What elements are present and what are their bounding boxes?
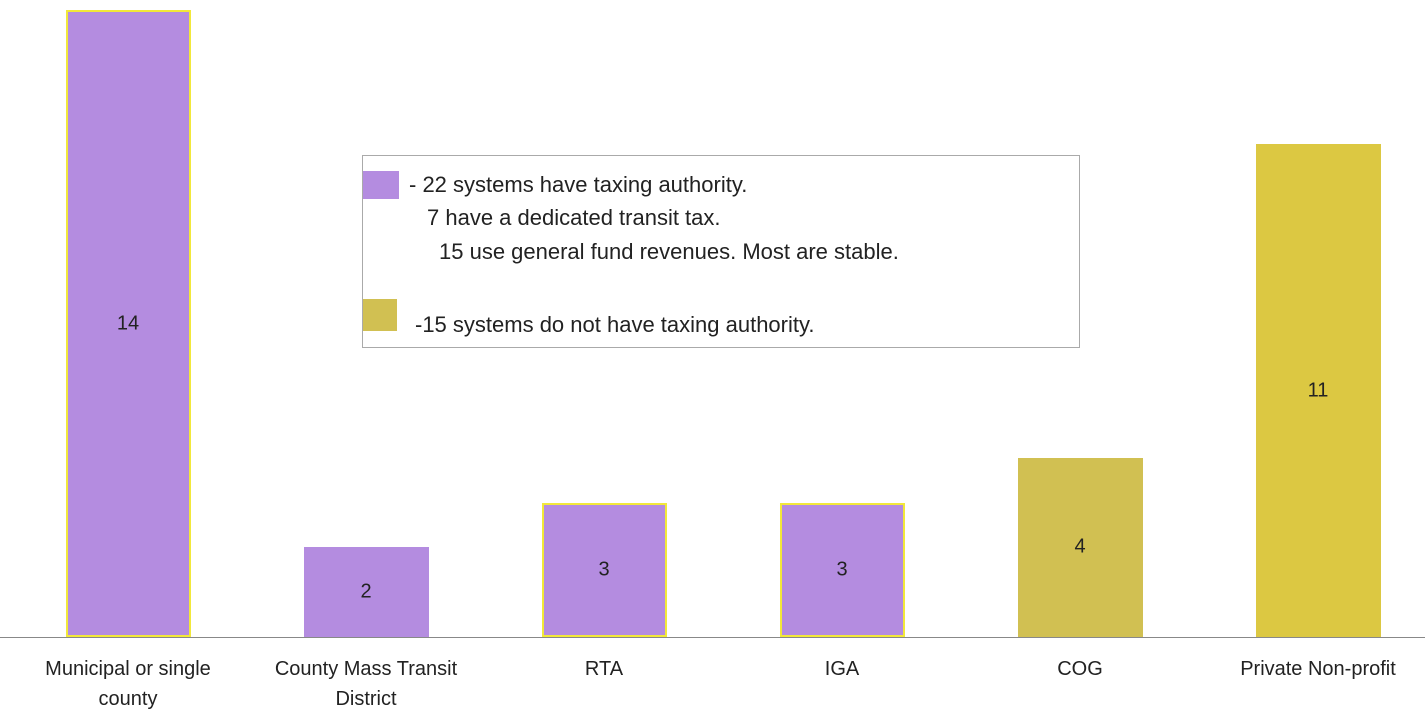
legend-label: 15 use general fund revenues. Most are s… [439, 239, 899, 264]
x-tick-label: COG [1057, 658, 1103, 680]
bar [1255, 144, 1381, 637]
x-tick-label: Municipal or single county [45, 658, 211, 710]
bar [541, 502, 667, 637]
bar [65, 10, 191, 637]
legend-swatch [363, 299, 397, 331]
bar [779, 502, 905, 637]
x-axis [0, 637, 1425, 638]
legend-label: -15 systems do not have taxing authority… [415, 312, 815, 337]
data-label: 2 [360, 580, 372, 603]
bar [1017, 457, 1143, 637]
data-label: 4 [1074, 535, 1086, 558]
data-label: 3 [598, 558, 610, 581]
data-label: 14 [116, 312, 140, 334]
data-label: 11 [1307, 379, 1329, 402]
x-tick-label: County Mass Transit District [274, 658, 458, 710]
legend-label: - 22 systems have taxing authority. [409, 172, 748, 197]
legend: - 22 systems have taxing authority. 7 hav… [362, 155, 1080, 348]
legend-label: 7 have a dedicated transit tax. [427, 205, 721, 230]
legend-swatch [363, 171, 399, 199]
data-label: 3 [836, 558, 848, 581]
x-tick-label: Private Non-profit [1240, 658, 1396, 680]
x-tick-label: RTA [584, 658, 624, 680]
bar [303, 547, 429, 637]
x-tick-label: IGA [824, 658, 860, 680]
